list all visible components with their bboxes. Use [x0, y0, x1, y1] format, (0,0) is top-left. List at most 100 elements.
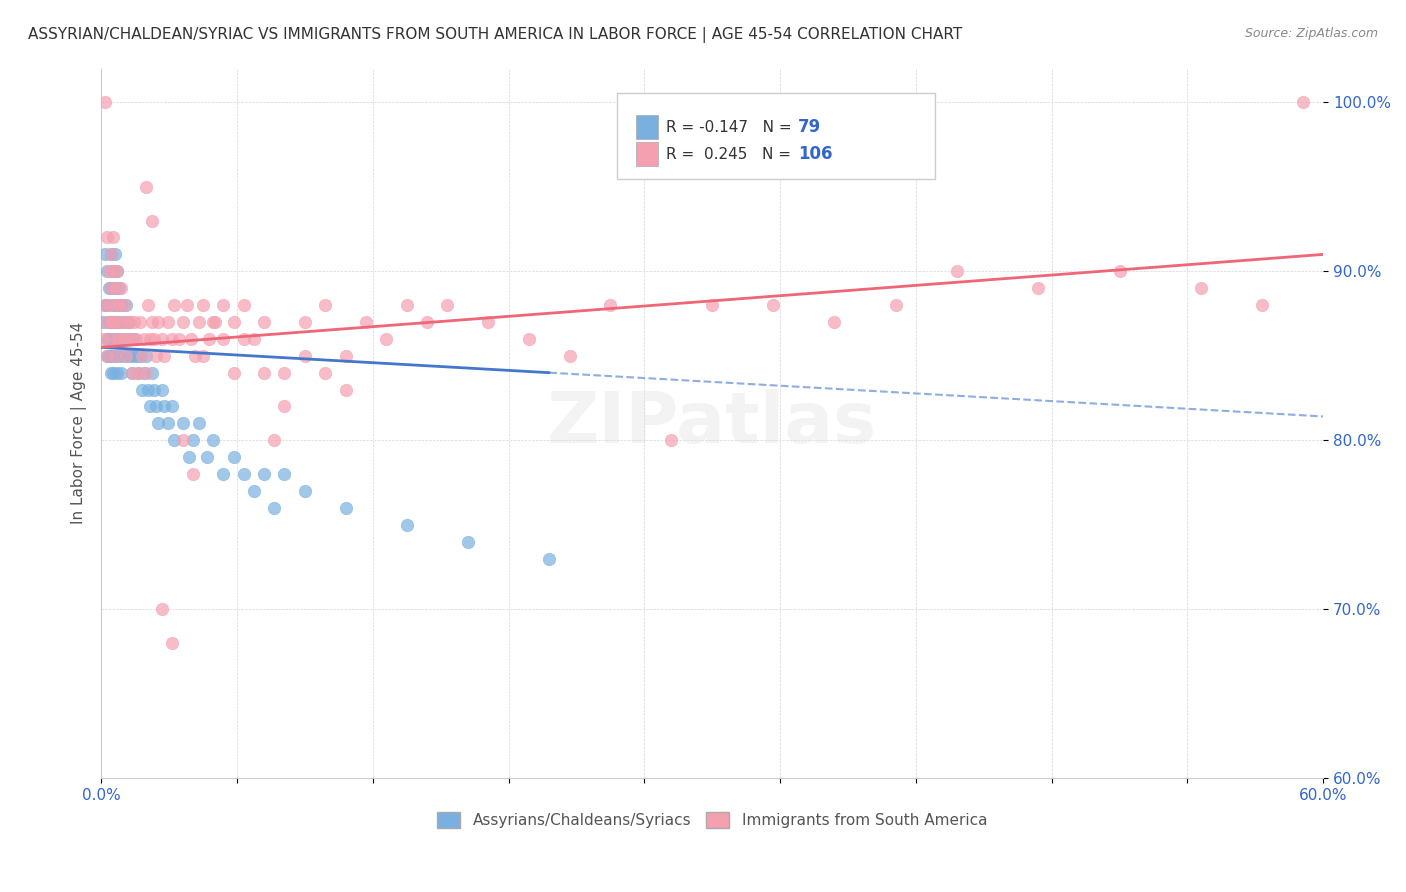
- Point: [94, 247, 117, 261]
- Point: [104, 281, 127, 295]
- Point: [94, 298, 117, 312]
- Point: [187, 417, 209, 431]
- Point: [184, 349, 207, 363]
- Point: [172, 315, 194, 329]
- Point: [176, 298, 198, 312]
- Point: [202, 315, 225, 329]
- Point: [163, 298, 186, 312]
- Point: [436, 298, 458, 312]
- Point: [132, 332, 155, 346]
- Point: [104, 315, 127, 329]
- Point: [294, 315, 316, 329]
- Point: [103, 230, 125, 244]
- Point: [107, 298, 129, 312]
- FancyBboxPatch shape: [637, 115, 658, 139]
- Point: [212, 298, 235, 312]
- Point: [1251, 298, 1274, 312]
- Point: [96, 349, 118, 363]
- Point: [314, 366, 336, 380]
- Point: [94, 95, 117, 110]
- Point: [153, 349, 176, 363]
- Point: [114, 332, 136, 346]
- Point: [150, 332, 173, 346]
- Point: [177, 450, 200, 465]
- Point: [222, 366, 245, 380]
- Point: [110, 315, 132, 329]
- Point: [150, 602, 173, 616]
- Point: [202, 434, 225, 448]
- Point: [181, 434, 204, 448]
- Point: [1292, 95, 1315, 110]
- Point: [253, 315, 276, 329]
- FancyBboxPatch shape: [637, 142, 658, 167]
- Point: [103, 332, 125, 346]
- Point: [107, 264, 129, 278]
- Point: [96, 349, 118, 363]
- Point: [294, 483, 316, 498]
- Point: [375, 332, 398, 346]
- Point: [395, 517, 418, 532]
- Point: [457, 534, 479, 549]
- Point: [222, 315, 245, 329]
- Point: [125, 332, 148, 346]
- Point: [96, 315, 118, 329]
- Point: [121, 366, 143, 380]
- Point: [103, 298, 125, 312]
- Point: [273, 400, 295, 414]
- Point: [104, 349, 127, 363]
- Point: [96, 298, 118, 312]
- Point: [108, 281, 131, 295]
- Point: [180, 332, 202, 346]
- Point: [128, 315, 150, 329]
- Point: [191, 298, 214, 312]
- Point: [157, 417, 180, 431]
- Point: [98, 264, 121, 278]
- Text: Source: ZipAtlas.com: Source: ZipAtlas.com: [1244, 27, 1378, 40]
- Point: [243, 332, 266, 346]
- Point: [157, 315, 180, 329]
- Point: [118, 332, 141, 346]
- Point: [263, 434, 285, 448]
- Point: [110, 281, 132, 295]
- Point: [100, 315, 122, 329]
- Point: [104, 349, 127, 363]
- Point: [112, 315, 135, 329]
- Point: [118, 315, 141, 329]
- Text: 106: 106: [797, 145, 832, 163]
- Point: [98, 332, 121, 346]
- Point: [96, 230, 118, 244]
- Point: [181, 467, 204, 481]
- Point: [294, 349, 316, 363]
- Point: [100, 281, 122, 295]
- Point: [107, 264, 129, 278]
- Point: [127, 366, 149, 380]
- Point: [121, 366, 143, 380]
- Point: [335, 383, 357, 397]
- Point: [117, 315, 139, 329]
- Point: [117, 332, 139, 346]
- Point: [107, 332, 129, 346]
- Point: [395, 298, 418, 312]
- Point: [198, 332, 221, 346]
- Point: [172, 434, 194, 448]
- Point: [131, 349, 153, 363]
- Point: [538, 551, 561, 566]
- Point: [222, 450, 245, 465]
- Point: [100, 366, 122, 380]
- Point: [112, 332, 135, 346]
- Point: [253, 366, 276, 380]
- Point: [108, 349, 131, 363]
- Point: [114, 298, 136, 312]
- Point: [172, 417, 194, 431]
- Point: [98, 332, 121, 346]
- Point: [1026, 281, 1049, 295]
- Point: [167, 332, 190, 346]
- Point: [98, 298, 121, 312]
- Point: [112, 298, 135, 312]
- Point: [125, 349, 148, 363]
- Point: [558, 349, 581, 363]
- Point: [100, 247, 122, 261]
- Point: [162, 400, 184, 414]
- Point: [195, 450, 218, 465]
- Point: [335, 349, 357, 363]
